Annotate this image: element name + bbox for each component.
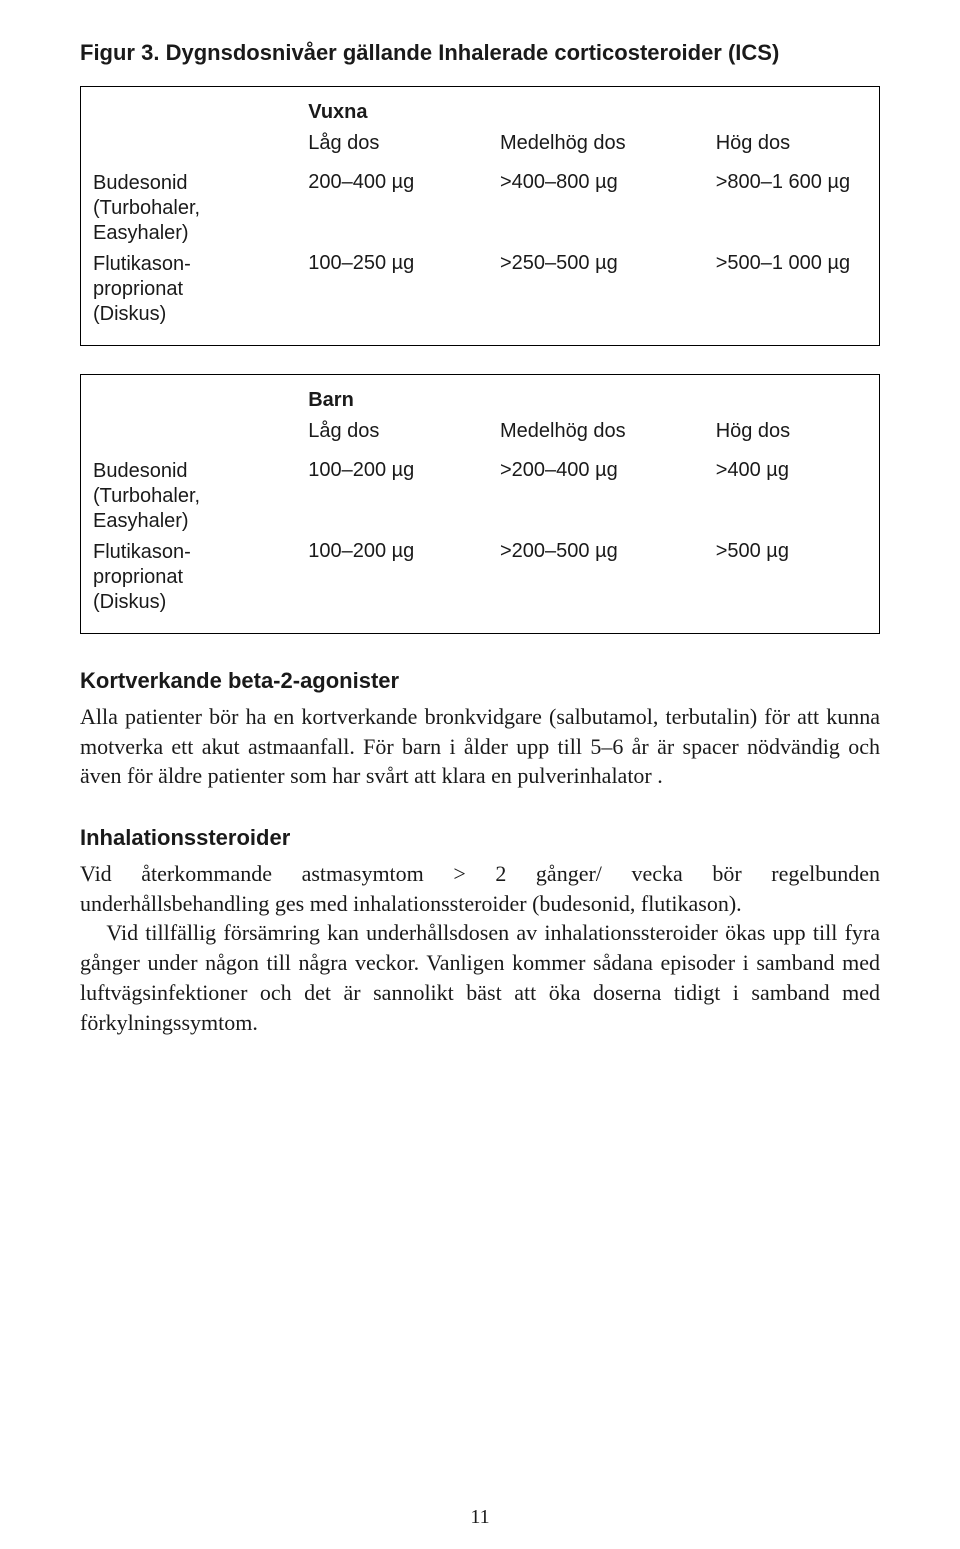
row-label-line: (Turbohaler,	[93, 197, 200, 219]
cell: >400–800 µg	[488, 165, 704, 246]
cell: 100–250 µg	[296, 246, 488, 346]
section-paragraph: Vid återkommande astmasymtom > 2 gånger/…	[80, 859, 880, 918]
section-paragraph: Alla patienter bör ha en kortverkande br…	[80, 702, 880, 791]
row-label-line: (Diskus)	[93, 591, 166, 613]
col-low: Låg dos	[296, 416, 488, 453]
row-label: Flutikason- proprionat (Diskus)	[81, 534, 297, 634]
section-heading-beta2: Kortverkande beta-2-agonister	[80, 668, 880, 694]
cell: >200–500 µg	[488, 534, 704, 634]
row-label-line: proprionat	[93, 566, 183, 588]
dose-table-barn: Barn Låg dos Medelhög dos Hög dos Budeso…	[80, 374, 880, 634]
cell: 100–200 µg	[296, 534, 488, 634]
row-label-line: Budesonid	[93, 172, 188, 194]
col-med: Medelhög dos	[488, 416, 704, 453]
row-label: Budesonid (Turbohaler, Easyhaler)	[81, 165, 297, 246]
row-label-line: Flutikason-	[93, 541, 191, 563]
section-paragraph: Vid tillfällig försämring kan underhålls…	[80, 918, 880, 1037]
col-high: Hög dos	[704, 416, 880, 453]
page-number: 11	[0, 1506, 960, 1529]
dose-table-vuxna: Vuxna Låg dos Medelhög dos Hög dos Budes…	[80, 86, 880, 346]
row-label-line: (Turbohaler,	[93, 485, 200, 507]
cell: >400 µg	[704, 453, 880, 534]
group-label-barn: Barn	[296, 375, 488, 417]
cell: >250–500 µg	[488, 246, 704, 346]
cell: >500–1 000 µg	[704, 246, 880, 346]
row-label: Budesonid (Turbohaler, Easyhaler)	[81, 453, 297, 534]
cell: 200–400 µg	[296, 165, 488, 246]
figure-title-text: Dygnsdosnivåer gällande Inhalerade corti…	[166, 40, 780, 65]
col-low: Låg dos	[296, 128, 488, 165]
col-high: Hög dos	[704, 128, 880, 165]
cell: 100–200 µg	[296, 453, 488, 534]
row-label-line: Easyhaler)	[93, 222, 189, 244]
section-heading-inhalation: Inhalationssteroider	[80, 825, 880, 851]
cell: >500 µg	[704, 534, 880, 634]
row-label-line: proprionat	[93, 278, 183, 300]
cell: >800–1 600 µg	[704, 165, 880, 246]
figure-title: Figur 3. Dygnsdosnivåer gällande Inhaler…	[80, 40, 880, 66]
col-med: Medelhög dos	[488, 128, 704, 165]
row-label-line: Flutikason-	[93, 253, 191, 275]
cell: >200–400 µg	[488, 453, 704, 534]
group-label-vuxna: Vuxna	[296, 87, 488, 129]
row-label-line: Easyhaler)	[93, 510, 189, 532]
figure-label: Figur 3.	[80, 40, 159, 65]
row-label-line: Budesonid	[93, 460, 188, 482]
page: Figur 3. Dygnsdosnivåer gällande Inhaler…	[0, 0, 960, 1549]
row-label-line: (Diskus)	[93, 303, 166, 325]
row-label: Flutikason- proprionat (Diskus)	[81, 246, 297, 346]
